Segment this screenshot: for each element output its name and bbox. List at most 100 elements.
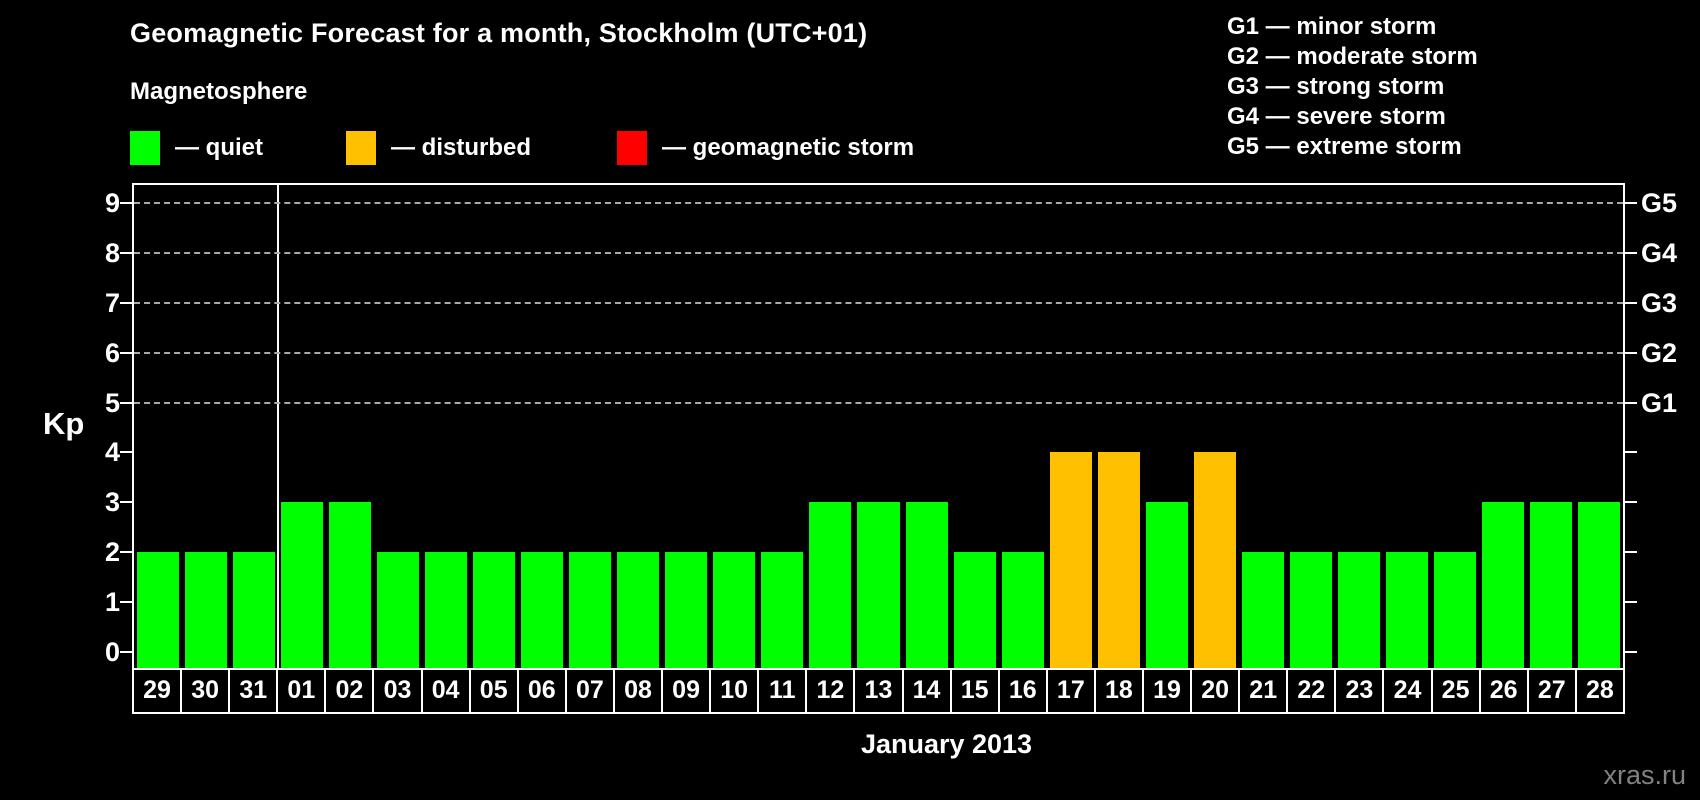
gridline-kp-6 xyxy=(134,351,1623,354)
day-label-27: 27 xyxy=(1526,668,1577,714)
day-label-25: 25 xyxy=(1430,668,1481,714)
disturbed-color-swatch xyxy=(346,131,376,165)
bar-day-11 xyxy=(761,552,804,668)
y-tick-label-2: 2 xyxy=(104,537,120,568)
day-label-01: 01 xyxy=(276,668,327,714)
watermark: xras.ru xyxy=(1603,760,1686,790)
bar-day-13 xyxy=(857,502,900,668)
bar-day-02 xyxy=(329,502,372,668)
day-label-26: 26 xyxy=(1478,668,1529,714)
bar-day-01 xyxy=(281,502,324,668)
y-tick-left-6 xyxy=(120,351,132,354)
y-tick-left-2 xyxy=(120,551,132,554)
bar-day-09 xyxy=(665,552,708,668)
x-axis-month-label: January 2013 xyxy=(860,729,1033,759)
day-label-20: 20 xyxy=(1190,668,1241,714)
bar-day-30 xyxy=(185,552,228,668)
gridline-kp-9 xyxy=(134,201,1623,204)
bar-day-12 xyxy=(809,502,852,668)
storm-color-swatch xyxy=(617,131,647,165)
gridline-kp-8 xyxy=(134,251,1623,254)
day-label-12: 12 xyxy=(805,668,856,714)
g-scale-legend-line: G4 — severe storm xyxy=(1227,103,1446,130)
bar-day-04 xyxy=(425,552,468,668)
day-label-16: 16 xyxy=(997,668,1048,714)
y-tick-right-2 xyxy=(1625,551,1637,554)
day-label-28: 28 xyxy=(1574,668,1625,714)
bar-day-03 xyxy=(377,552,420,668)
right-axis-label-g2: G2 xyxy=(1641,337,1678,368)
y-tick-left-4 xyxy=(120,451,132,454)
y-tick-left-9 xyxy=(120,201,132,204)
y-tick-label-9: 9 xyxy=(104,187,120,218)
y-tick-label-7: 7 xyxy=(104,287,120,318)
g-scale-legend: G1 — minor storm G2 — moderate storm G3 … xyxy=(1227,12,1478,162)
y-tick-right-9 xyxy=(1625,201,1637,204)
right-axis-label-g4: G4 xyxy=(1641,237,1678,268)
y-tick-label-1: 1 xyxy=(104,587,120,618)
bar-day-24 xyxy=(1385,552,1428,668)
bar-day-29 xyxy=(137,552,180,668)
chart-title: Geomagnetic Forecast for a month, Stockh… xyxy=(130,18,868,48)
y-tick-right-3 xyxy=(1625,501,1637,504)
day-label-03: 03 xyxy=(372,668,423,714)
day-label-09: 09 xyxy=(661,668,712,714)
day-label-31: 31 xyxy=(228,668,279,714)
y-axis-title: Kp xyxy=(43,406,85,441)
day-label-10: 10 xyxy=(709,668,760,714)
y-tick-label-4: 4 xyxy=(104,437,120,468)
bar-day-28 xyxy=(1577,502,1620,668)
y-tick-label-5: 5 xyxy=(104,387,120,418)
y-tick-left-5 xyxy=(120,401,132,404)
day-label-17: 17 xyxy=(1045,668,1096,714)
legend-item-quiet: — quiet xyxy=(130,131,263,165)
day-label-22: 22 xyxy=(1286,668,1337,714)
right-axis-label-g1: G1 xyxy=(1641,387,1678,418)
y-tick-right-7 xyxy=(1625,301,1637,304)
month-separator-line xyxy=(277,185,280,668)
y-tick-label-3: 3 xyxy=(104,487,120,518)
y-tick-right-8 xyxy=(1625,251,1637,254)
legend-label-disturbed: — disturbed xyxy=(391,134,532,161)
bar-day-25 xyxy=(1433,552,1476,668)
y-tick-right-6 xyxy=(1625,351,1637,354)
y-tick-right-4 xyxy=(1625,451,1637,454)
bar-day-07 xyxy=(569,552,612,668)
legend-label-quiet: — quiet xyxy=(175,134,263,161)
day-label-05: 05 xyxy=(468,668,519,714)
day-label-02: 02 xyxy=(324,668,375,714)
gridline-kp-7 xyxy=(134,301,1623,304)
bar-day-08 xyxy=(617,552,660,668)
bar-day-10 xyxy=(713,552,756,668)
y-tick-right-0 xyxy=(1625,651,1637,653)
chart-subtitle: Magnetosphere xyxy=(130,78,308,105)
bar-day-17 xyxy=(1049,452,1092,668)
bar-day-14 xyxy=(905,502,948,668)
y-tick-right-1 xyxy=(1625,601,1637,604)
legend-item-disturbed: — disturbed xyxy=(346,131,531,165)
day-label-07: 07 xyxy=(564,668,615,714)
gridline-kp-5 xyxy=(134,401,1623,404)
bar-day-06 xyxy=(521,552,564,668)
bar-day-21 xyxy=(1241,552,1284,668)
g-scale-legend-line: G1 — minor storm xyxy=(1227,13,1437,40)
y-tick-label-6: 6 xyxy=(104,337,120,368)
g-scale-legend-line: G5 — extreme storm xyxy=(1227,133,1462,160)
x-axis-day-labels: 29 30 31 01 02 03 04 05 06 07 08 09 10 11 12 13 14 15 16 17… xyxy=(132,668,1625,714)
y-tick-left-0 xyxy=(120,651,132,653)
day-label-21: 21 xyxy=(1238,668,1289,714)
day-label-29: 29 xyxy=(132,668,183,714)
y-tick-right-5 xyxy=(1625,401,1637,404)
bar-day-23 xyxy=(1337,552,1380,668)
g-scale-legend-line: G2 — moderate storm xyxy=(1227,43,1478,70)
day-label-30: 30 xyxy=(180,668,231,714)
y-tick-left-1 xyxy=(120,601,132,604)
bar-day-15 xyxy=(953,552,996,668)
day-label-11: 11 xyxy=(757,668,808,714)
day-label-08: 08 xyxy=(612,668,664,714)
bar-day-19 xyxy=(1145,502,1188,668)
day-label-04: 04 xyxy=(420,668,471,714)
bar-day-16 xyxy=(1001,552,1044,668)
y-tick-label-8: 8 xyxy=(104,237,120,268)
